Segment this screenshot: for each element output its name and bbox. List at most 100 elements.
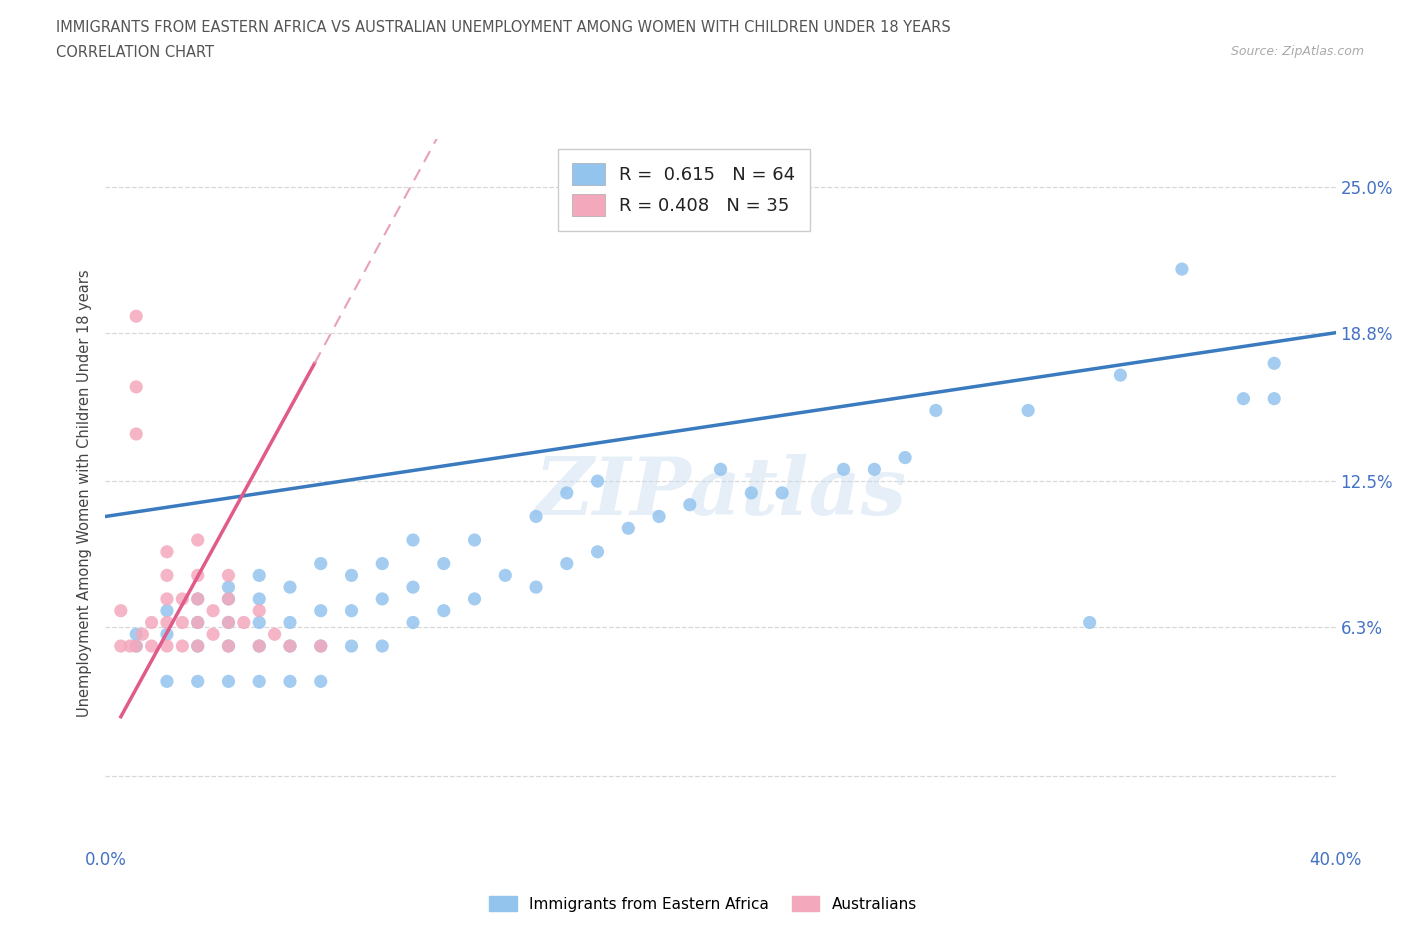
Point [340,568,363,583]
Point [278,674,301,689]
Point [402,579,425,594]
Point [218,639,240,654]
Point [125,427,148,442]
Point [340,639,363,654]
Point [125,627,148,642]
Point [309,556,332,571]
Point [218,615,240,630]
Point [555,556,578,571]
Point [187,674,209,689]
Point [247,591,270,606]
Point [247,568,270,583]
Point [218,674,240,689]
Text: Source: ZipAtlas.com: Source: ZipAtlas.com [1230,45,1364,58]
Point [156,568,179,583]
Point [586,473,609,488]
Point [202,627,225,642]
Point [1232,392,1254,406]
Point [172,591,194,606]
Point [156,615,179,630]
Point [120,639,141,654]
Point [402,533,425,548]
Point [555,485,578,500]
Point [218,639,240,654]
Point [278,639,301,654]
Point [433,604,456,618]
Point [156,604,179,618]
Point [232,615,254,630]
Point [247,674,270,689]
Point [125,309,148,324]
Point [1109,367,1132,382]
Point [263,627,285,642]
Point [309,604,332,618]
Point [131,627,153,642]
Point [1263,392,1285,406]
Point [371,591,394,606]
Text: IMMIGRANTS FROM EASTERN AFRICA VS AUSTRALIAN UNEMPLOYMENT AMONG WOMEN WITH CHILD: IMMIGRANTS FROM EASTERN AFRICA VS AUSTRA… [56,20,950,35]
Point [218,568,240,583]
Point [187,568,209,583]
Point [740,485,762,500]
Point [925,403,948,418]
Point [202,604,225,618]
Point [464,533,486,548]
Point [156,591,179,606]
Point [1078,615,1101,630]
Point [247,604,270,618]
Point [187,639,209,654]
Point [218,591,240,606]
Point [156,627,179,642]
Point [770,485,793,500]
Text: ZIPatlas: ZIPatlas [534,454,907,532]
Point [278,615,301,630]
Point [187,533,209,548]
Point [218,579,240,594]
Point [125,639,148,654]
Point [524,509,547,524]
Point [1017,403,1039,418]
Point [586,544,609,559]
Point [218,615,240,630]
Point [125,379,148,394]
Point [218,591,240,606]
Point [433,556,456,571]
Point [1171,261,1194,276]
Point [187,591,209,606]
Point [371,639,394,654]
Point [340,604,363,618]
Point [494,568,516,583]
Point [863,462,886,477]
Point [141,639,163,654]
Point [172,615,194,630]
Point [617,521,640,536]
Legend: Immigrants from Eastern Africa, Australians: Immigrants from Eastern Africa, Australi… [484,889,922,918]
Point [156,639,179,654]
Point [710,462,733,477]
Text: CORRELATION CHART: CORRELATION CHART [56,45,214,60]
Y-axis label: Unemployment Among Women with Children Under 18 years: Unemployment Among Women with Children U… [77,269,93,717]
Point [371,556,394,571]
Point [141,615,163,630]
Point [309,674,332,689]
Point [187,615,209,630]
Point [679,498,702,512]
Legend: R =  0.615   N = 64, R = 0.408   N = 35: R = 0.615 N = 64, R = 0.408 N = 35 [558,149,810,231]
Point [156,674,179,689]
Point [247,615,270,630]
Point [278,579,301,594]
Point [110,639,132,654]
Point [187,591,209,606]
Point [125,639,148,654]
Point [524,579,547,594]
Point [187,639,209,654]
Point [309,639,332,654]
Point [278,639,301,654]
Point [464,591,486,606]
Point [110,604,132,618]
Point [648,509,671,524]
Point [172,639,194,654]
Point [402,615,425,630]
Point [247,639,270,654]
Point [1263,356,1285,371]
